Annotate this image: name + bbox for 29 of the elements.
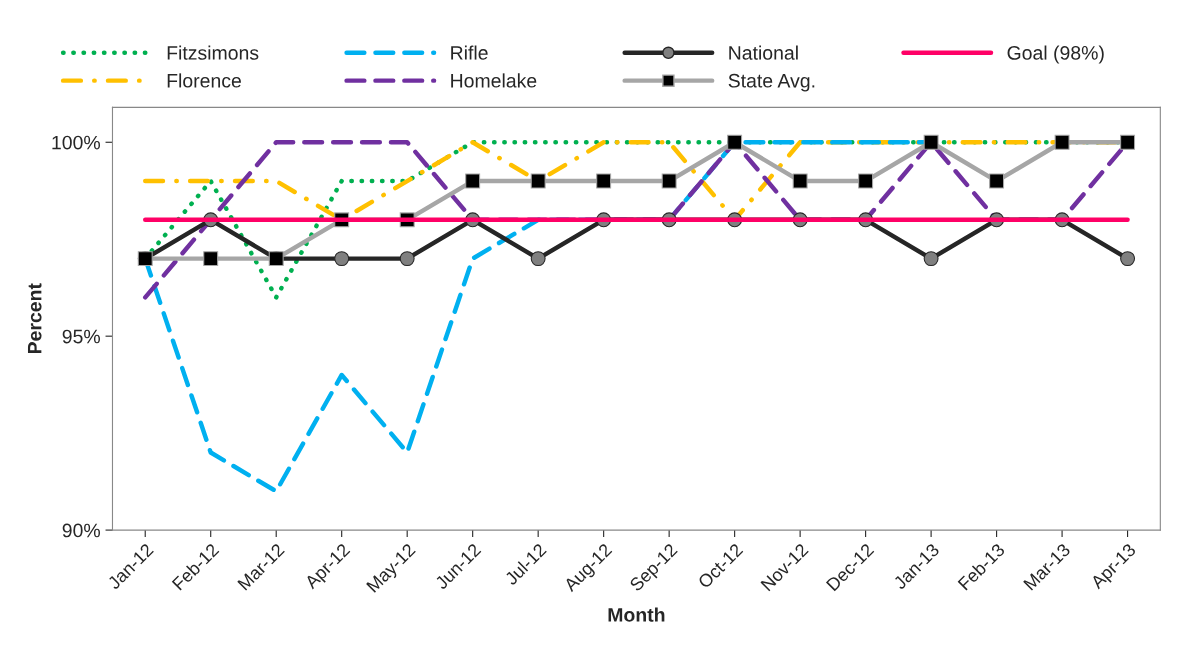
point (727, 134, 743, 150)
point (1120, 134, 1136, 150)
point (923, 251, 939, 267)
x-axis-title: Month (608, 607, 665, 622)
point (1054, 134, 1070, 150)
legend-label: Florence (167, 73, 241, 88)
legend-label: State Avg. (728, 73, 815, 92)
point (989, 173, 1005, 189)
point (661, 173, 677, 189)
point (203, 251, 219, 267)
legend-label: National (729, 45, 798, 60)
legend-label: Fitzsimons (167, 45, 259, 60)
point (596, 173, 612, 189)
legend-label: Homelake (451, 73, 537, 88)
y-tick-label: 90% (62, 523, 100, 538)
y-axis-title: Percent (27, 283, 42, 354)
legend-label: Goal (98%) (1007, 45, 1104, 64)
y-tick-label: 95% (62, 329, 100, 344)
point (334, 251, 350, 267)
legend-label: Rifle (451, 45, 488, 60)
point (399, 251, 415, 267)
point (1120, 251, 1136, 267)
point (465, 173, 481, 189)
point (530, 173, 546, 189)
point (923, 134, 939, 150)
point (858, 173, 874, 189)
y-tick-label: 100% (52, 135, 100, 150)
point (530, 251, 546, 267)
point (792, 173, 808, 189)
